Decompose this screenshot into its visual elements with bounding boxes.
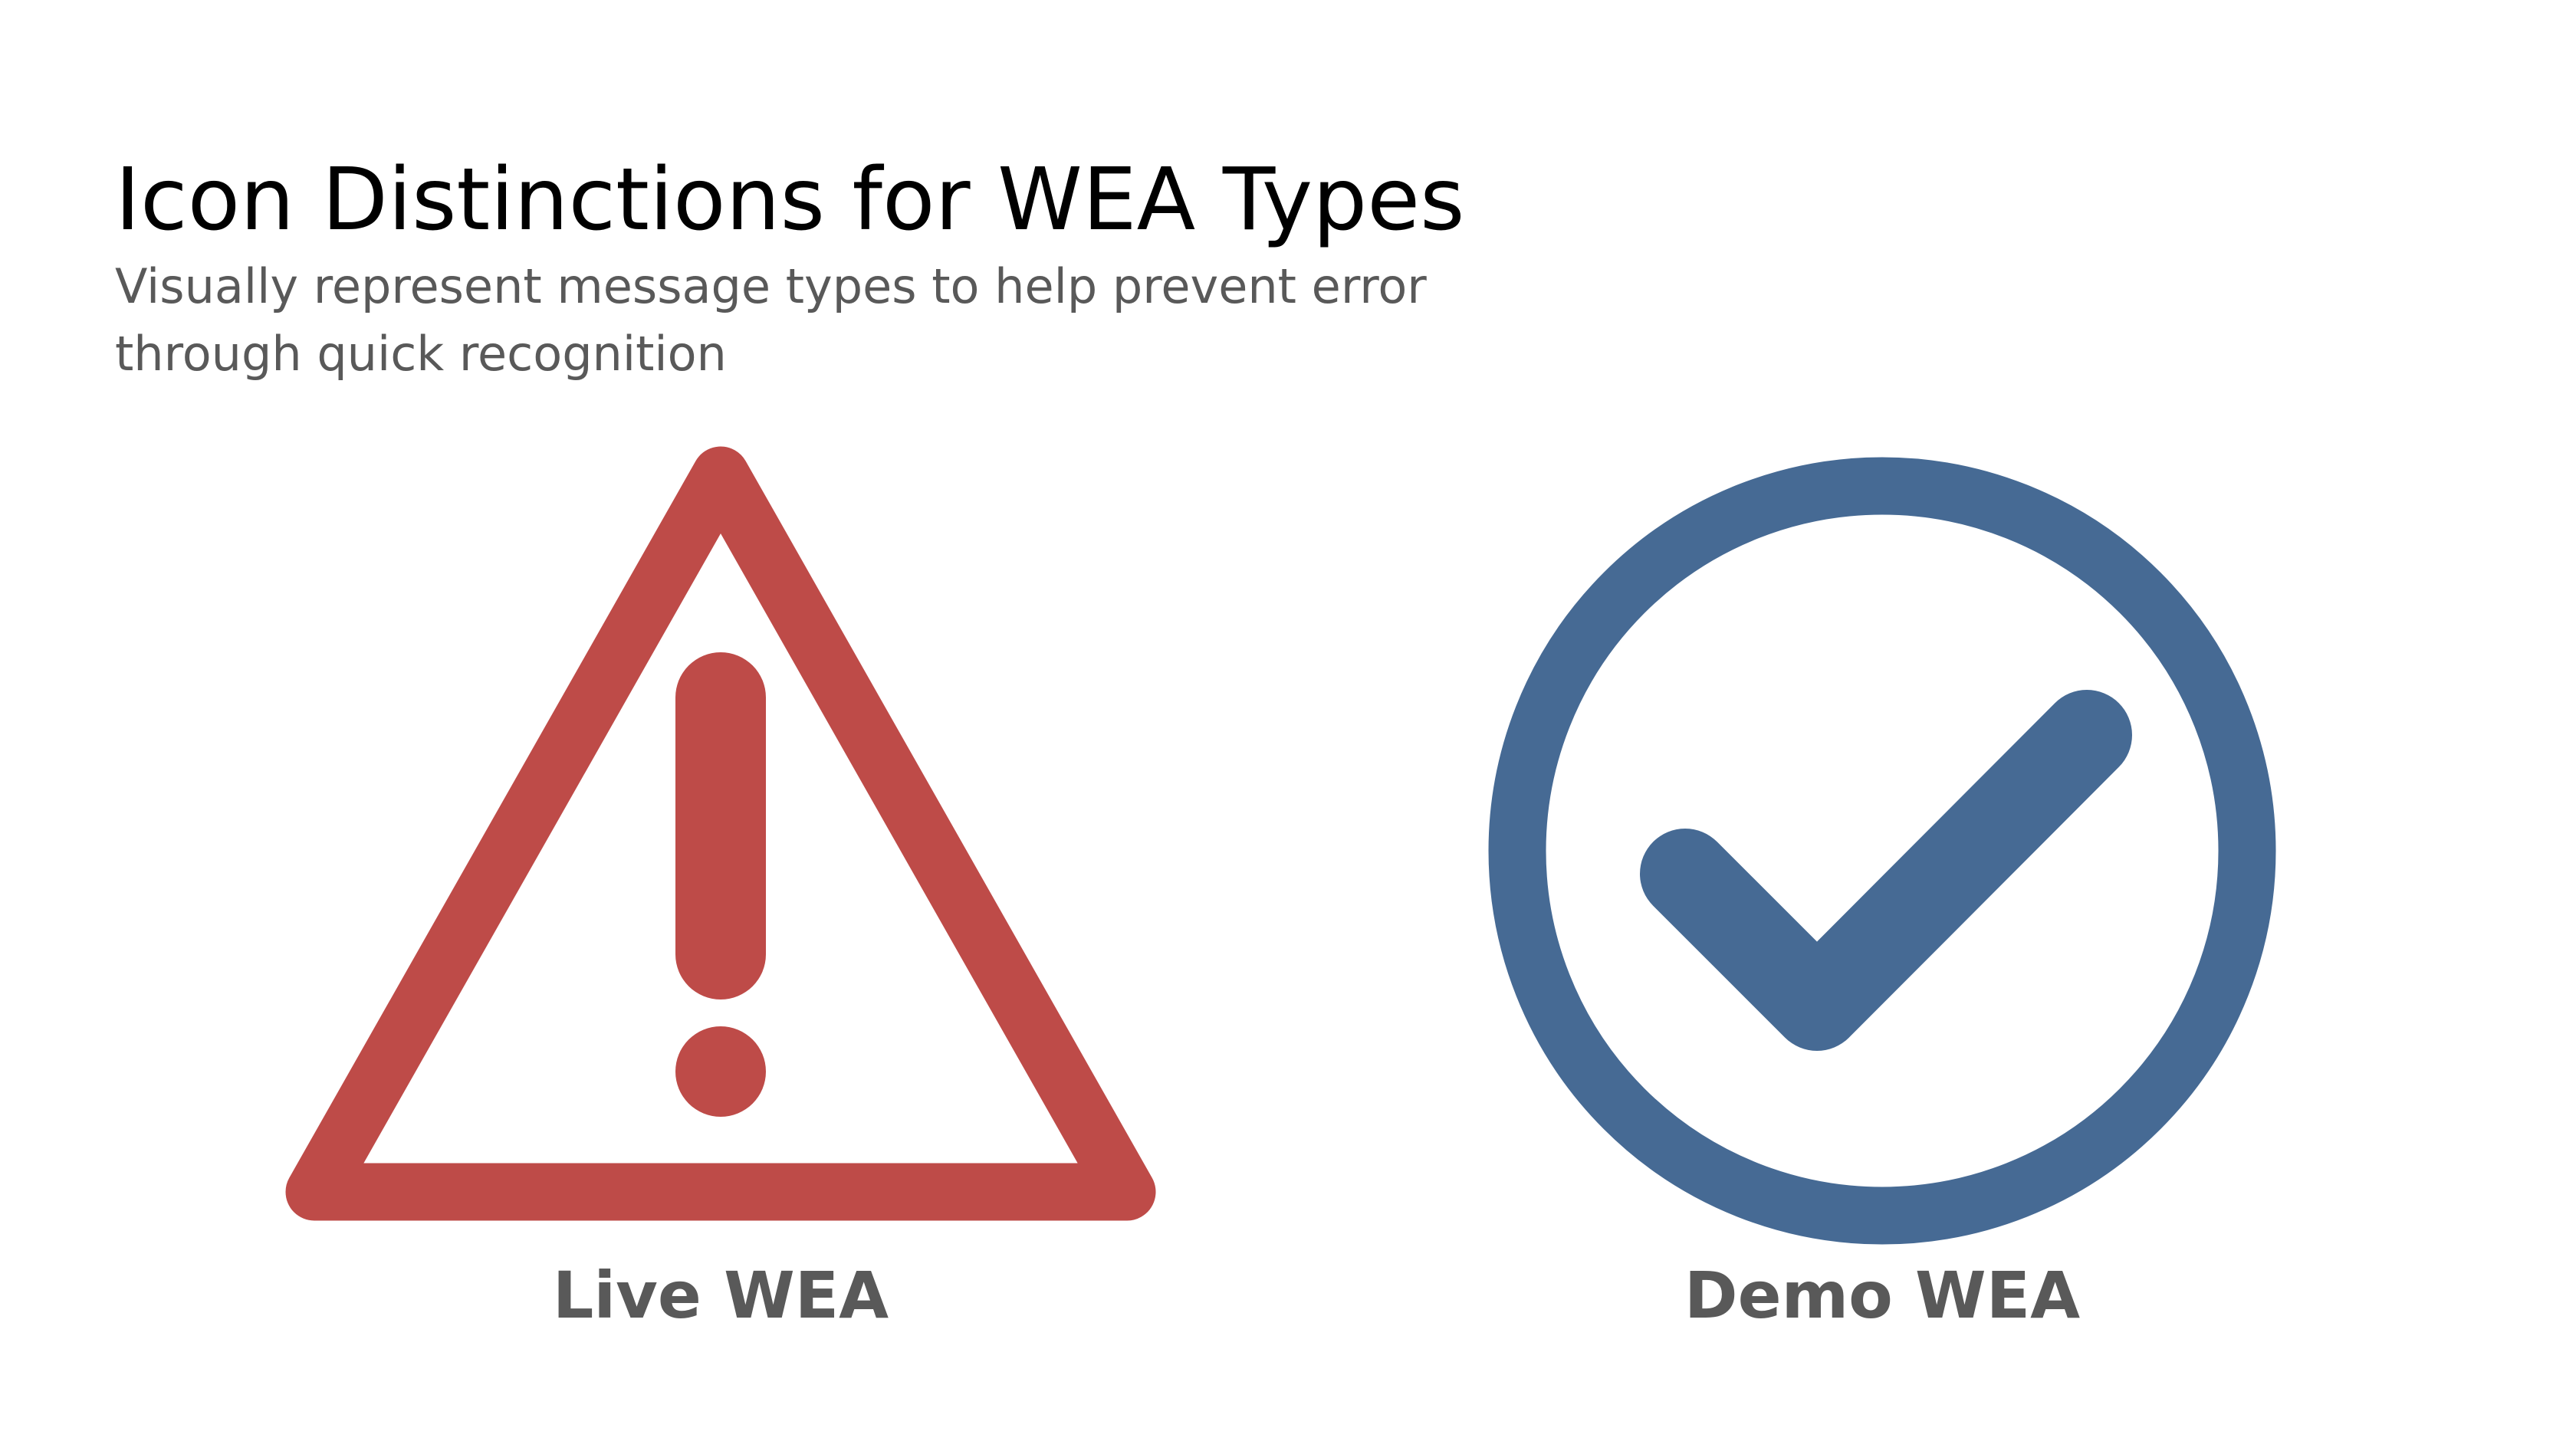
demo-wea-label: Demo WEA — [1684, 1258, 2081, 1333]
check-circle-outline — [1488, 457, 2276, 1245]
warning-triangle-outline — [285, 446, 1156, 1221]
live-wea-label: Live WEA — [552, 1258, 889, 1333]
exclamation-dot — [675, 1026, 766, 1117]
checkmark-stroke — [1640, 690, 2132, 1051]
slide-title: Icon Distinctions for WEA Types — [115, 150, 1465, 250]
live-wea-icon-block — [261, 445, 1181, 1249]
demo-wea-icon-block — [1480, 448, 2285, 1253]
warning-triangle-icon — [285, 446, 1156, 1221]
checkmark-circle-icon — [1488, 457, 2276, 1245]
slide-subtitle: Visually represent message types to help… — [115, 258, 1427, 382]
